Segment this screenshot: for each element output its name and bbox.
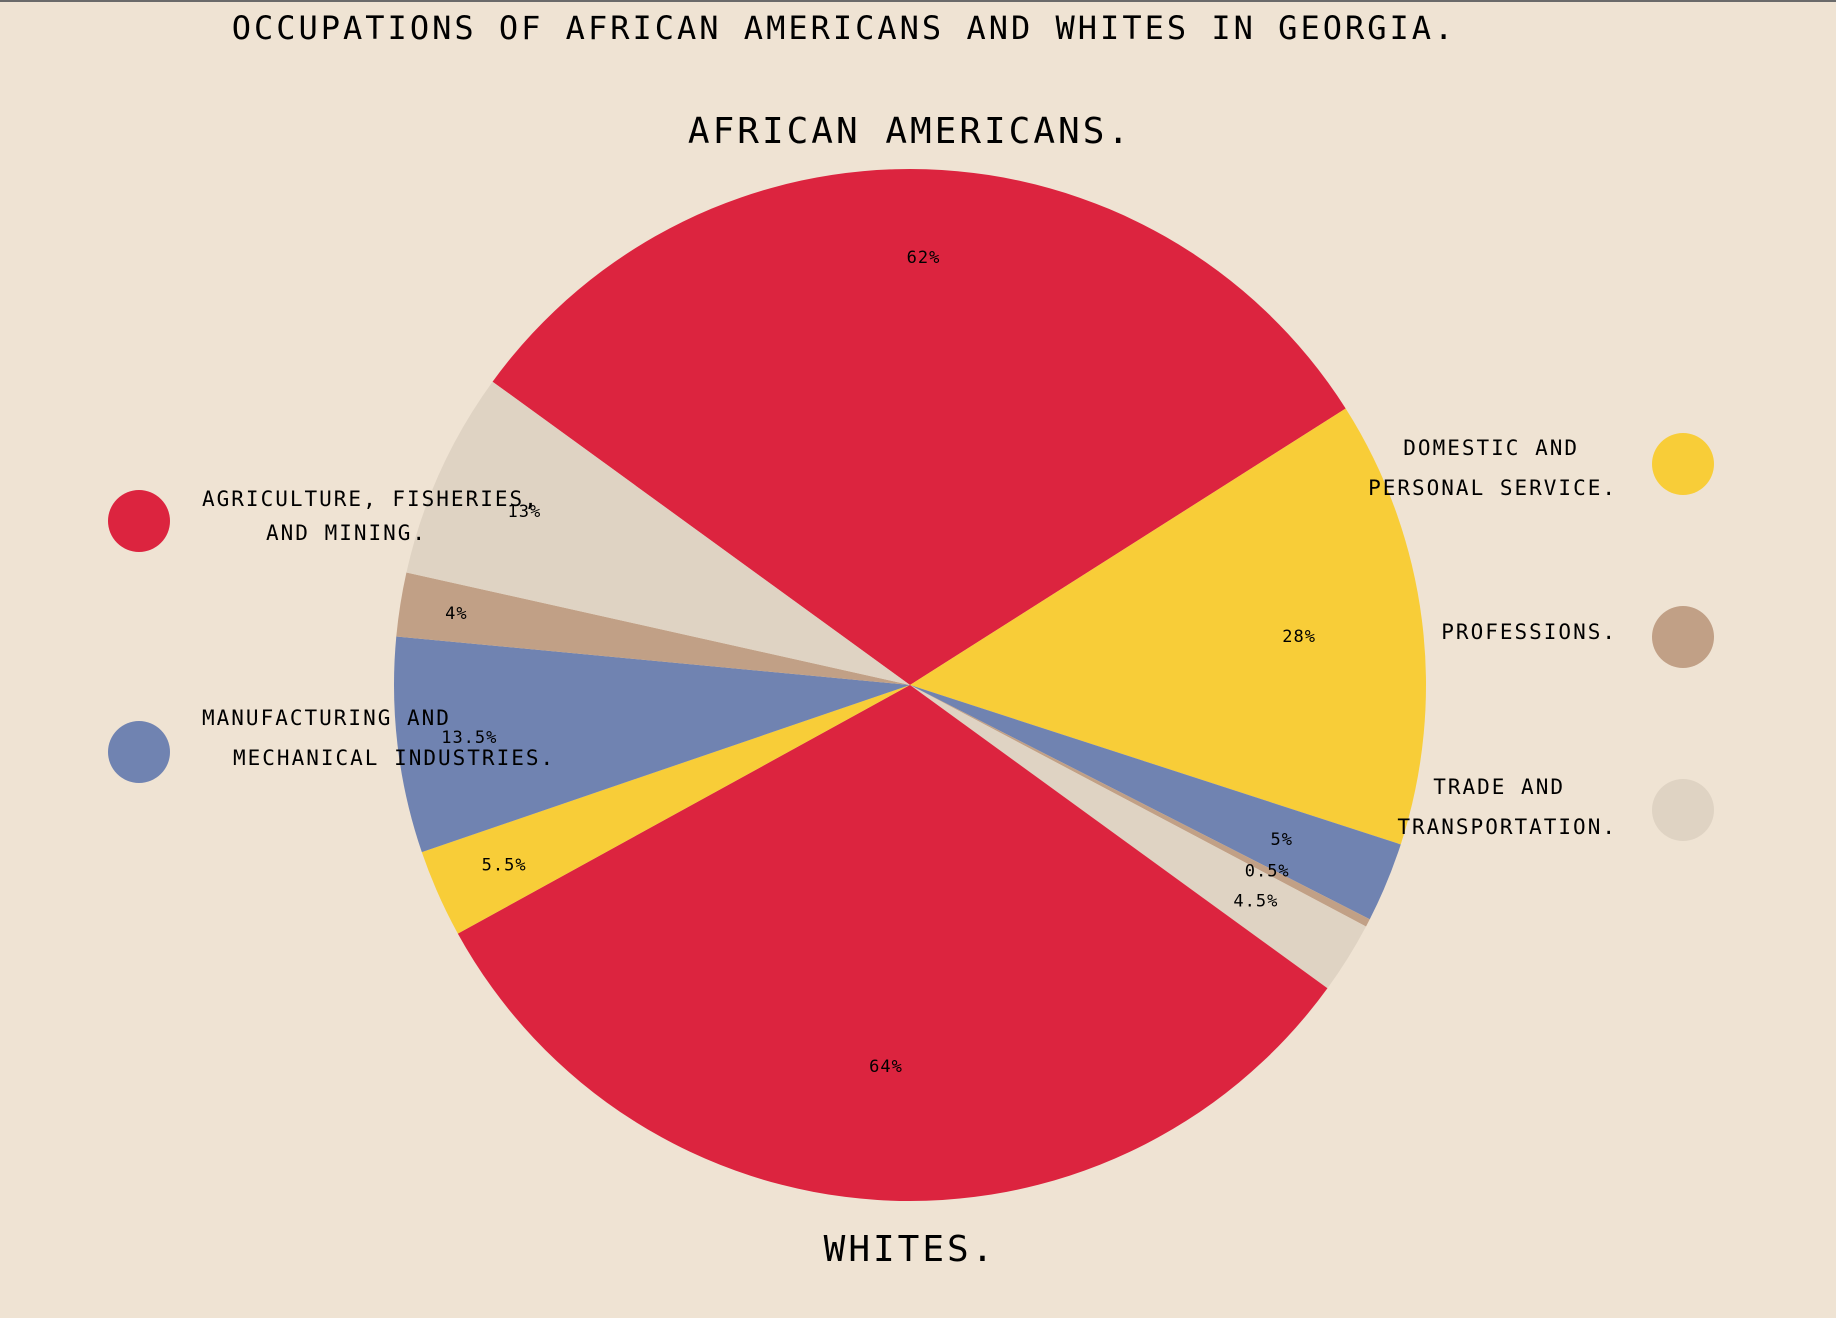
chart-title: OCCUPATIONS OF AFRICAN AMERICANS AND WHI… — [232, 9, 1457, 47]
legend-label-manufacturing-and-mechanical-industries: MECHANICAL INDUSTRIES. — [233, 746, 555, 770]
slice-whites-trade-and-transportation — [406, 381, 910, 685]
slice-whites-domestic-and-personal-service — [421, 685, 910, 934]
slice-label-whites-domestic-and-personal-service: 5.5% — [482, 855, 527, 875]
legend-label-manufacturing-and-mechanical-industries: MANUFACTURING AND — [202, 706, 451, 730]
slice-african-americans-domestic-and-personal-service — [910, 408, 1427, 845]
slice-label-african-americans-professions: 0.5% — [1245, 862, 1290, 882]
slice-label-african-americans-manufacturing-and-mechanical-industries: 5% — [1271, 830, 1293, 850]
slice-african-americans-manufacturing-and-mechanical-industries — [910, 685, 1401, 920]
slice-african-americans-agriculture-fisheries-and-mining — [492, 169, 1346, 685]
slice-label-whites-trade-and-transportation: 13% — [508, 502, 542, 522]
slice-whites-professions — [396, 572, 910, 685]
slice-whites-manufacturing-and-mechanical-industries — [394, 636, 910, 853]
top-rule — [0, 0, 1836, 2]
slice-whites-agriculture-fisheries-and-mining — [457, 685, 1328, 1201]
series-title-whites: WHITES. — [824, 1229, 997, 1270]
legend-swatch-manufacturing-and-mechanical-industries — [108, 721, 170, 783]
series-title-african-americans: AFRICAN AMERICANS. — [688, 111, 1132, 152]
legend-label-trade-and-transportation: TRANSPORTATION. — [1397, 815, 1617, 839]
pie-slice-labels: 62% 28% 5% 0.5% 4.5% 64% 5.5% 13.5% 4% 13% — [441, 248, 1316, 1077]
legend-label-agriculture-fisheries-and-mining: AND MINING. — [266, 521, 427, 545]
slice-label-whites-agriculture-fisheries-and-mining: 64% — [869, 1057, 903, 1077]
legend: AGRICULTURE, FISHERIES, AND MINING. MANUFA… — [108, 433, 1714, 841]
slice-african-americans-professions — [910, 685, 1370, 927]
legend-label-professions: PROFESSIONS. — [1441, 620, 1617, 644]
legend-swatch-agriculture-fisheries-and-mining — [108, 490, 170, 552]
slice-label-african-americans-trade-and-transportation: 4.5% — [1233, 892, 1278, 912]
pie-slices — [394, 169, 1427, 1201]
legend-label-trade-and-transportation: TRADE AND — [1433, 775, 1565, 799]
legend-label-agriculture-fisheries-and-mining: AGRICULTURE, FISHERIES, — [202, 487, 539, 511]
legend-label-domestic-and-personal-service: PERSONAL SERVICE. — [1368, 476, 1617, 500]
slice-label-whites-professions: 4% — [445, 604, 467, 624]
slice-label-whites-manufacturing-and-mechanical-industries: 13.5% — [441, 728, 497, 748]
slice-label-african-americans-agriculture-fisheries-and-mining: 62% — [907, 248, 941, 268]
legend-label-domestic-and-personal-service: DOMESTIC AND — [1403, 436, 1579, 460]
slice-label-african-americans-domestic-and-personal-service: 28% — [1282, 627, 1316, 647]
legend-swatch-domestic-and-personal-service — [1652, 433, 1714, 495]
slice-african-americans-trade-and-transportation — [910, 685, 1367, 989]
legend-swatch-professions — [1652, 606, 1714, 668]
legend-swatch-trade-and-transportation — [1652, 779, 1714, 841]
